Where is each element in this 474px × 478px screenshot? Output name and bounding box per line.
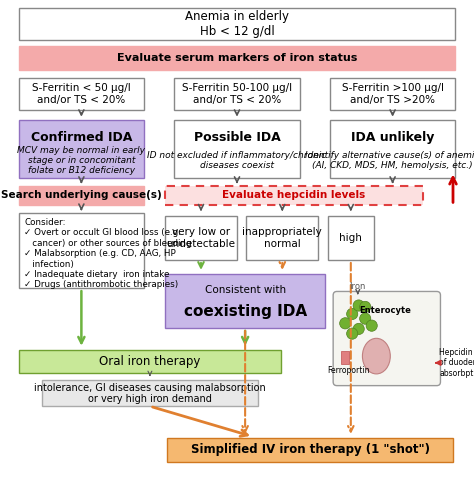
Text: S-Ferritin 50-100 µg/l
and/or TS < 20%: S-Ferritin 50-100 µg/l and/or TS < 20% (182, 84, 292, 105)
Text: Possible IDA: Possible IDA (193, 130, 281, 143)
Circle shape (366, 320, 377, 331)
Bar (42, 380, 258, 406)
Bar (18, 8, 456, 40)
Circle shape (360, 301, 371, 313)
Circle shape (346, 328, 358, 339)
Text: ID not excluded if inflammatory/chronic
diseases coexist: ID not excluded if inflammatory/chronic … (147, 151, 327, 170)
Circle shape (353, 323, 365, 335)
Text: Ferroportin: Ferroportin (327, 366, 370, 375)
Text: Consider:
✓ Overt or occult GI blood loss (e.g.
   cancer) or other sources of b: Consider: ✓ Overt or occult GI blood los… (24, 218, 192, 289)
Text: Oral iron therapy: Oral iron therapy (99, 355, 201, 368)
Circle shape (340, 318, 351, 329)
Text: MCV may be normal in early
stage or in concomitant
folate or B12 deficiency: MCV may be normal in early stage or in c… (18, 146, 146, 175)
Bar (18, 213, 144, 288)
Text: Consistent with: Consistent with (205, 285, 286, 295)
Text: Evaluate serum markers of iron status: Evaluate serum markers of iron status (117, 53, 357, 63)
Circle shape (360, 313, 371, 324)
Circle shape (346, 308, 358, 320)
Text: coexisting IDA: coexisting IDA (183, 304, 307, 319)
Ellipse shape (363, 338, 390, 374)
Text: inappropriately
normal: inappropriately normal (242, 227, 322, 249)
Bar (174, 120, 300, 178)
Text: S-Ferritin >100 µg/l
and/or TS >20%: S-Ferritin >100 µg/l and/or TS >20% (342, 84, 444, 105)
Circle shape (353, 300, 365, 311)
Text: Anemia in elderly
Hb < 12 g/dl: Anemia in elderly Hb < 12 g/dl (185, 10, 289, 38)
Bar (328, 216, 374, 260)
Text: Iron: Iron (350, 282, 366, 291)
Bar (18, 46, 456, 70)
Bar (330, 78, 456, 110)
Bar (18, 78, 144, 110)
Bar (246, 216, 319, 260)
Text: IDA unlikely: IDA unlikely (351, 130, 434, 143)
Text: Search underlying cause(s): Search underlying cause(s) (1, 190, 162, 200)
Bar (330, 120, 456, 178)
Bar (167, 438, 453, 462)
Text: high: high (339, 233, 362, 243)
FancyBboxPatch shape (333, 292, 440, 386)
Bar (341, 351, 349, 364)
Bar (165, 185, 423, 205)
Bar (174, 78, 300, 110)
Text: intolerance, GI diseases causing malabsorption
or very high iron demand: intolerance, GI diseases causing malabso… (34, 382, 266, 404)
Bar (165, 274, 325, 328)
Bar (18, 120, 144, 178)
Text: Enterocyte: Enterocyte (360, 306, 411, 315)
Bar (18, 350, 281, 372)
Text: Simplified IV iron therapy (1 "shot"): Simplified IV iron therapy (1 "shot") (191, 443, 429, 456)
Text: Hepcidin block
of duodenal iron
absorbption: Hepcidin block of duodenal iron absorbpt… (439, 348, 474, 378)
Text: Identify alternative cause(s) of anemia
(AI, CKD, MDS, HM, hemolysis, etc.): Identify alternative cause(s) of anemia … (305, 151, 474, 170)
Text: Evaluate hepcidin levels: Evaluate hepcidin levels (222, 190, 365, 200)
Bar (18, 185, 144, 205)
Bar (165, 216, 237, 260)
Text: S-Ferritin < 50 µg/l
and/or TS < 20%: S-Ferritin < 50 µg/l and/or TS < 20% (32, 84, 131, 105)
Text: very low or
undetectable: very low or undetectable (166, 227, 236, 249)
Text: Confirmed IDA: Confirmed IDA (31, 130, 132, 143)
